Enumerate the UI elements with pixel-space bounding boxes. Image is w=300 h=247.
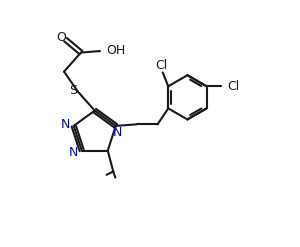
Text: Cl: Cl	[227, 80, 240, 93]
Text: O: O	[56, 31, 66, 44]
Text: N: N	[68, 146, 78, 159]
Text: Cl: Cl	[155, 59, 167, 72]
Text: OH: OH	[107, 44, 126, 57]
Text: N: N	[60, 118, 70, 131]
Text: S: S	[69, 83, 77, 97]
Text: N: N	[112, 126, 122, 139]
